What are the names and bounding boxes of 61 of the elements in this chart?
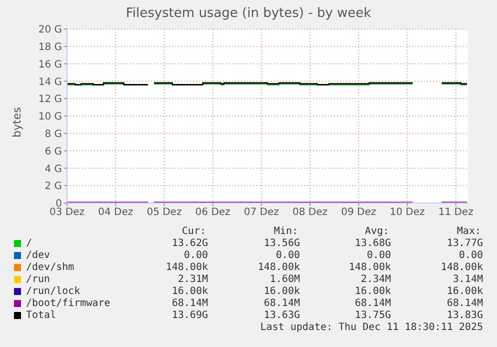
legend-label: /run xyxy=(26,274,50,285)
y-tick-label: 12 G xyxy=(38,94,62,106)
text: 148.00k xyxy=(166,262,208,273)
y-tick-label: 8 G xyxy=(44,128,62,140)
text: 68.14M xyxy=(172,298,208,309)
text: 13.77G xyxy=(446,238,483,249)
text: 68.14M xyxy=(264,298,300,309)
text: Min: xyxy=(274,226,298,237)
text: Cur: xyxy=(182,226,206,237)
y-tick-label: 18 G xyxy=(38,42,62,53)
chart-title: Filesystem usage (in bytes) - by week xyxy=(124,6,372,21)
text: 16.00k xyxy=(446,286,483,297)
text: Max: xyxy=(456,226,481,237)
text: 13.83G xyxy=(446,310,483,321)
legend-label: /boot/firmware xyxy=(26,298,110,309)
x-tick-label: 09 Dez xyxy=(341,207,376,218)
y-tick-label: 4 G xyxy=(44,164,62,175)
text: 68.14M xyxy=(446,298,483,309)
text: 148.00k xyxy=(348,262,391,273)
text: 13.68G xyxy=(354,238,391,249)
x-tick-label: 07 Dez xyxy=(244,207,279,218)
text: 13.62G xyxy=(172,238,208,249)
text: 13.56G xyxy=(264,238,300,249)
text: 2.31M xyxy=(178,274,208,285)
text: 148.00k xyxy=(440,262,483,273)
text: 3.14M xyxy=(452,274,483,285)
y-tick-label: 2 G xyxy=(44,181,62,192)
legend-label: /run/lock xyxy=(26,286,80,297)
y-tick-label: 14 G xyxy=(38,76,62,88)
text: 0.00 xyxy=(366,250,391,261)
x-tick-label: 03 Dez xyxy=(49,207,85,218)
text: 0.00 xyxy=(184,250,208,261)
x-tick-label: 08 Dez xyxy=(292,207,328,218)
text: 16.00k xyxy=(172,286,208,297)
text: 16.00k xyxy=(264,286,300,297)
y-tick-label: 6 G xyxy=(44,146,62,158)
y-tick-label: 20 G xyxy=(38,24,62,36)
legend-label: / xyxy=(26,238,32,249)
x-tick-label: 05 Dez xyxy=(146,207,182,218)
x-tick-label: 10 Dez xyxy=(390,207,425,218)
text: 13.69G xyxy=(172,310,208,321)
text: 0.00 xyxy=(276,250,300,261)
text: 2.34M xyxy=(360,274,391,285)
text: 68.14M xyxy=(354,298,391,309)
x-tick-label: 04 Dez xyxy=(98,207,134,218)
legend-label: /dev/shm xyxy=(26,262,74,273)
text: 13.75G xyxy=(354,310,391,321)
x-tick-label: 11 Dez xyxy=(438,207,474,218)
text: 13.63G xyxy=(264,310,300,321)
text: Avg: xyxy=(364,226,389,237)
text: 1.60M xyxy=(270,274,300,285)
legend-label: Total xyxy=(26,310,56,321)
text: 16.00k xyxy=(354,286,391,297)
legend-label: /dev xyxy=(26,250,50,261)
y-tick-label: 10 G xyxy=(38,112,62,123)
text: 148.00k xyxy=(258,262,300,273)
y-axis-title: bytes xyxy=(10,107,24,138)
x-tick-label: 06 Dez xyxy=(195,207,230,218)
y-tick-label: 16 G xyxy=(38,59,62,70)
text: 0.00 xyxy=(458,250,483,261)
text: Last update: Thu Dec 11 18:30:11 2025 xyxy=(260,322,483,333)
